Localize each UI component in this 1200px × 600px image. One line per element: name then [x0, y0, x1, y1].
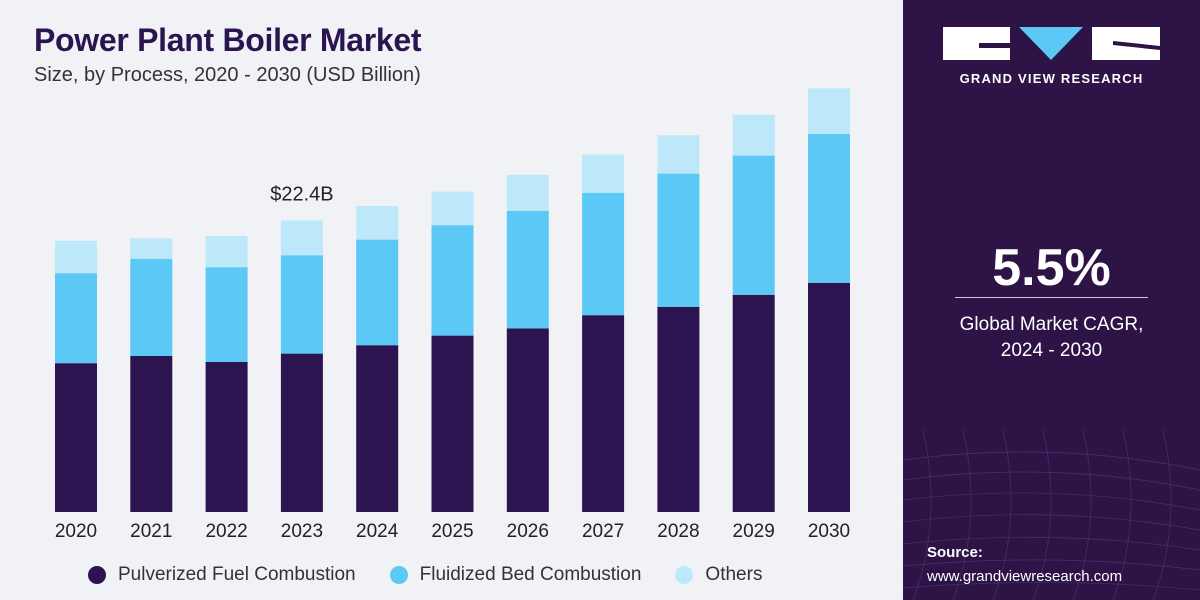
bar-pulverized-2028: [657, 306, 700, 512]
bar-others-2030: [808, 88, 850, 134]
x-tick-label: 2023: [281, 521, 323, 542]
stacked-bar-chart: 2020 2021 2022 2023 2024 2025 2026 2027 2028 2029…: [55, 88, 850, 542]
bar-pulverized-2020: [55, 363, 97, 512]
bar-fluidized-2026: [506, 210, 549, 329]
bar-others-2023: [280, 220, 323, 256]
bar-fluidized-2028: [657, 173, 700, 307]
bar-others-2029: [732, 114, 775, 156]
x-tick-label: 2029: [733, 521, 775, 542]
x-tick-label: 2022: [205, 521, 247, 542]
source-link[interactable]: www.grandviewresearch.com: [927, 568, 1123, 585]
x-tick-label: 2027: [582, 521, 624, 542]
source-label: Source:: [927, 544, 983, 561]
legend-swatch-fluidized: [389, 566, 408, 584]
chart-subtitle: Size, by Process, 2020 - 2030 (USD Billi…: [34, 64, 421, 86]
bar-pulverized-2025: [431, 335, 474, 512]
legend-item-pulverized: Pulverized Fuel Combustion: [88, 564, 356, 586]
bar-others-2026: [506, 174, 549, 211]
bar-fluidized-2025: [431, 225, 474, 336]
legend-label-fluidized: Fluidized Bed Combustion: [419, 564, 642, 585]
chart-legend: Pulverized Fuel Combustion Fluidized Bed…: [88, 562, 796, 588]
bar-others-2028: [657, 135, 700, 174]
x-tick-label: 2026: [507, 521, 549, 542]
x-tick-label: 2028: [657, 521, 699, 542]
bar-pulverized-2021: [130, 356, 173, 512]
bar-pulverized-2030: [808, 282, 850, 512]
brand-name: GRAND VIEW RESEARCH: [959, 71, 1144, 86]
legend-swatch-pulverized: [88, 566, 106, 584]
bar-pulverized-2024: [356, 345, 399, 512]
grid-pattern-decoration: [903, 430, 1200, 600]
bar-fluidized-2021: [130, 258, 173, 356]
cagr-label: Global Market CAGR, 2024 - 2030: [903, 312, 1200, 364]
legend-swatch-others: [675, 566, 694, 584]
legend-label-others: Others: [705, 564, 763, 585]
bar-others-2020: [55, 240, 97, 274]
bar-fluidized-2022: [205, 267, 248, 362]
x-tick-label: 2025: [431, 521, 473, 542]
x-tick-label: 2020: [55, 521, 97, 542]
cagr-value: 5.5%: [992, 239, 1111, 297]
bar-pulverized-2022: [205, 362, 248, 512]
cagr-label-line2: 2024 - 2030: [1000, 340, 1103, 361]
bar-pulverized-2029: [732, 294, 775, 512]
bar-fluidized-2024: [356, 239, 399, 346]
info-panel: GRAND VIEW RESEARCH 5.5% Global Market C…: [903, 0, 1200, 600]
bar-pulverized-2027: [582, 315, 625, 512]
x-tick-label: 2024: [356, 521, 399, 542]
legend-label-pulverized: Pulverized Fuel Combustion: [118, 564, 356, 585]
x-tick-label: 2030: [808, 521, 850, 542]
cagr-divider: [955, 297, 1148, 298]
bar-others-2025: [431, 191, 474, 226]
bar-others-2027: [582, 154, 625, 193]
bar-fluidized-2027: [582, 192, 625, 316]
x-tick-label: 2021: [130, 521, 172, 542]
bar-pulverized-2023: [280, 353, 323, 512]
bar-fluidized-2030: [808, 134, 850, 283]
bar-fluidized-2020: [55, 273, 97, 364]
bar-fluidized-2023: [280, 255, 323, 354]
legend-item-others: Others: [675, 564, 762, 586]
chart-title: Power Plant Boiler Market: [34, 22, 422, 58]
bar-others-2021: [130, 238, 173, 259]
bar-pulverized-2026: [506, 328, 549, 512]
data-label-2023: $22.4B: [270, 183, 333, 205]
bar-fluidized-2029: [732, 155, 775, 295]
gvr-logo-icon: [943, 27, 1160, 60]
legend-item-fluidized: Fluidized Bed Combustion: [389, 564, 642, 586]
bar-others-2024: [356, 206, 399, 240]
chart-panel: Power Plant Boiler Market Size, by Proce…: [34, 22, 851, 588]
bar-others-2022: [205, 236, 248, 268]
cagr-label-line1: Global Market CAGR,: [959, 314, 1144, 335]
